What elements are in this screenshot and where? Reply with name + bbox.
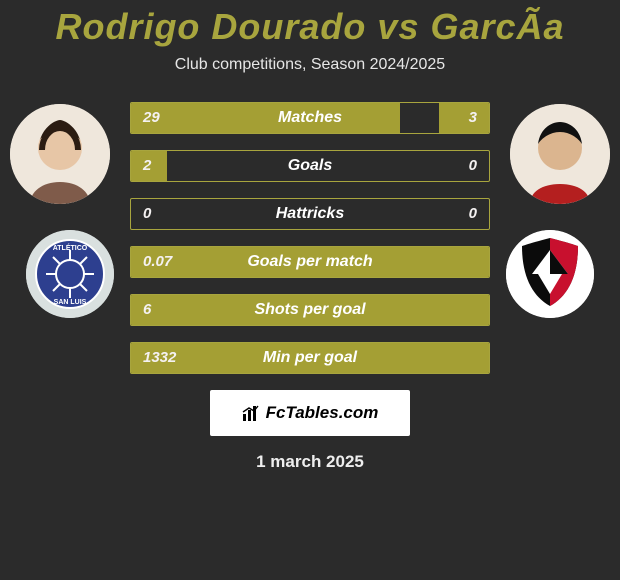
brand-label: FcTables.com — [266, 403, 379, 423]
stat-row: 2 Goals 0 — [130, 150, 490, 182]
brand-badge[interactable]: FcTables.com — [210, 390, 410, 436]
stat-label: Matches — [131, 103, 489, 133]
player2-club-badge — [506, 230, 594, 318]
stat-value-right: 0 — [469, 199, 477, 229]
stat-label: Hattricks — [131, 199, 489, 229]
player1-avatar — [10, 104, 110, 204]
stat-rows: 29 Matches 3 2 Goals 0 0 Hattricks 0 — [130, 100, 490, 374]
svg-text:ATLÉTICO: ATLÉTICO — [53, 243, 88, 252]
stat-label: Min per goal — [131, 343, 489, 373]
comparison-body: ATLÉTICO SAN LUIS 29 Matches 3 — [0, 100, 620, 472]
stat-row: 1332 Min per goal — [130, 342, 490, 374]
page-title: Rodrigo Dourado vs GarcÃa — [0, 0, 620, 48]
svg-text:SAN LUIS: SAN LUIS — [54, 299, 87, 306]
stat-row: 6 Shots per goal — [130, 294, 490, 326]
stat-label: Shots per goal — [131, 295, 489, 325]
page-subtitle: Club competitions, Season 2024/2025 — [0, 56, 620, 74]
stat-value-right: 0 — [469, 151, 477, 181]
stat-label: Goals — [131, 151, 489, 181]
stat-label: Goals per match — [131, 247, 489, 277]
stat-row: 0 Hattricks 0 — [130, 198, 490, 230]
player2-avatar — [510, 104, 610, 204]
snapshot-date: 1 march 2025 — [0, 452, 620, 472]
brand-bars-icon — [242, 404, 260, 422]
stat-row: 29 Matches 3 — [130, 102, 490, 134]
player1-club-badge: ATLÉTICO SAN LUIS — [26, 230, 114, 318]
comparison-card: Rodrigo Dourado vs GarcÃa Club competiti… — [0, 0, 620, 580]
stat-row: 0.07 Goals per match — [130, 246, 490, 278]
stat-value-right: 3 — [469, 103, 477, 133]
